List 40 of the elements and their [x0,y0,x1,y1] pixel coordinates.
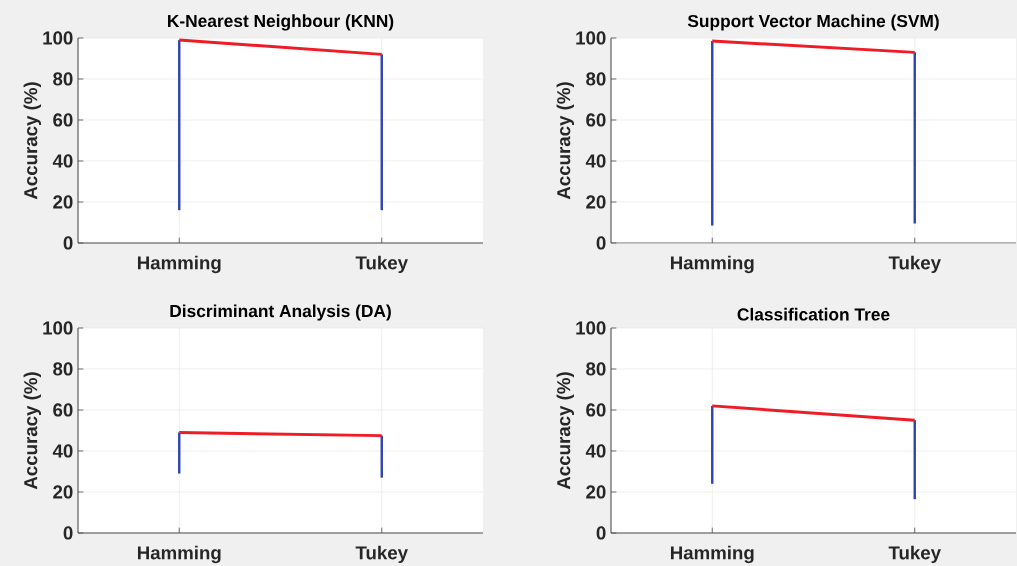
y-tick-label: 40 [585,154,606,168]
y-tick-label: 60 [53,113,73,127]
y-tick-label: 100 [576,31,606,45]
y-tick-label: 80 [53,72,73,86]
y-tick-label: 80 [586,72,606,86]
chart-title: Classification Tree [737,307,890,321]
x-tick-label: Tukey [355,255,408,274]
y-tick-label: 100 [43,31,73,45]
y-tick-label: 20 [53,485,73,499]
y-tick-label: 60 [586,403,606,417]
y-tick-label: 20 [586,195,606,209]
x-tick-label: Tukey [355,545,408,564]
x-tick-label: Tukey [888,255,941,274]
chart-title: K-Nearest Neighbour (KNN) [168,14,394,31]
y-axis-title: Accuracy (%) [23,82,41,200]
y-tick-label: 60 [586,113,606,127]
y-tick-label: 0 [596,236,606,250]
y-tick-label: 100 [576,321,606,335]
y-tick-label: 40 [52,154,73,168]
y-tick-label: 0 [63,526,73,540]
x-tick-label: Tukey [888,545,941,564]
y-axis-title: Accuracy (%) [556,82,574,200]
x-tick-label: Hamming [137,545,221,564]
chart-title: Discriminant Analysis (DA) [170,304,391,321]
x-tick-label: Hamming [670,545,754,564]
x-tick-label: Hamming [670,255,754,274]
y-tick-label: 0 [596,526,606,540]
y-tick-label: 80 [53,362,73,376]
chart-title: Support Vector Machine (SVM) [687,14,939,31]
y-axis-title: Accuracy (%) [556,372,574,490]
y-tick-label: 40 [52,444,73,458]
x-tick-label: Hamming [137,255,221,274]
y-tick-label: 80 [586,362,606,376]
y-tick-label: 20 [53,195,73,209]
y-tick-label: 0 [63,236,73,250]
y-tick-label: 20 [586,485,606,499]
y-axis-title: Accuracy (%) [23,372,41,490]
y-tick-label: 40 [585,444,606,458]
y-tick-label: 60 [53,403,73,417]
y-tick-label: 100 [43,321,73,335]
